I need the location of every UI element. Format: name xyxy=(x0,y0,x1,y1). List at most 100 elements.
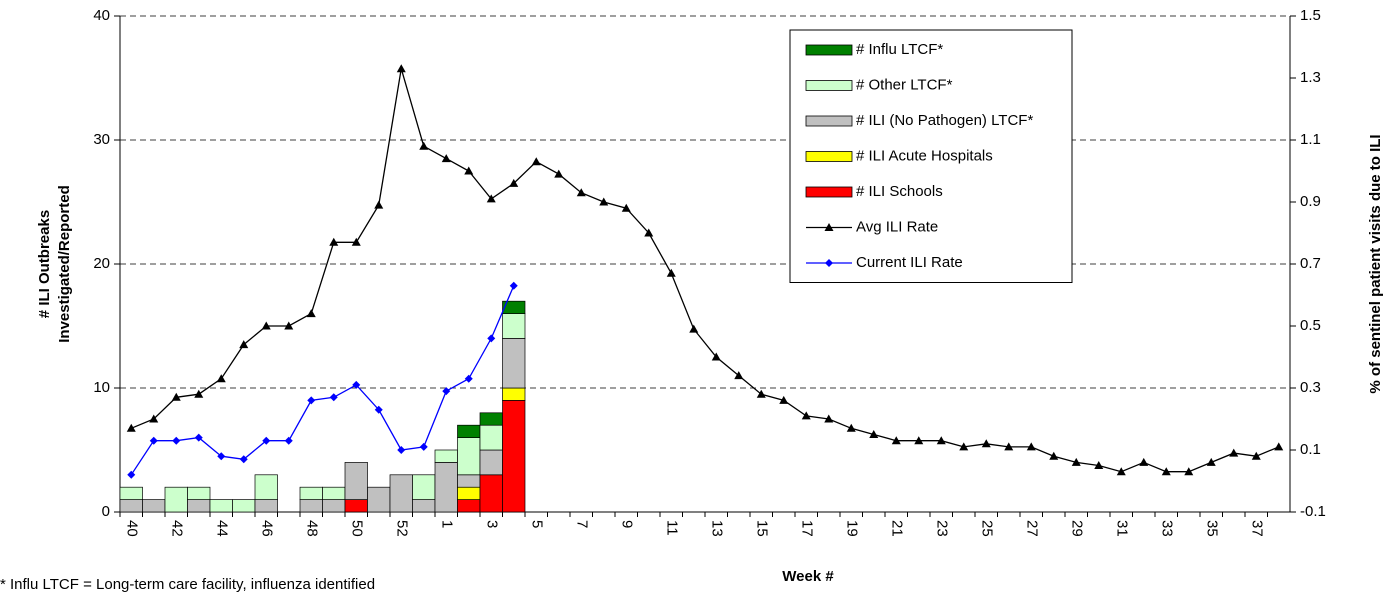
legend-label: # ILI (No Pathogen) LTCF* xyxy=(856,112,1033,129)
x-tick-label: 52 xyxy=(393,520,410,537)
line-marker xyxy=(374,200,384,209)
y2-tick-label: 1.5 xyxy=(1300,7,1321,24)
bar-segment xyxy=(434,462,458,513)
legend-swatch xyxy=(805,44,853,56)
bar-segment xyxy=(254,499,278,513)
y2-tick-label: 1.1 xyxy=(1300,131,1321,148)
bar-segment xyxy=(412,474,436,500)
y-tick-label: 40 xyxy=(93,7,110,24)
x-tick-label: 50 xyxy=(348,520,365,537)
y2-tick-label: 1.3 xyxy=(1300,69,1321,86)
line-marker xyxy=(329,237,339,246)
line-marker xyxy=(419,442,428,451)
line-marker xyxy=(464,166,474,175)
line-marker xyxy=(599,197,609,206)
line-marker xyxy=(711,352,721,361)
bar-segment xyxy=(479,412,503,426)
line-marker xyxy=(1184,467,1194,476)
line-marker xyxy=(216,374,226,383)
x-tick-label: 27 xyxy=(1023,520,1040,537)
line-marker xyxy=(172,436,181,445)
y2-tick-label: 0.5 xyxy=(1300,317,1321,334)
line-marker xyxy=(486,194,496,203)
bar-segment xyxy=(502,300,526,314)
bar-segment xyxy=(142,499,166,513)
line-marker xyxy=(1071,457,1081,466)
x-tick-label: 42 xyxy=(168,520,185,537)
x-axis-title: Week # xyxy=(782,568,834,585)
line-marker xyxy=(306,309,316,318)
bar-segment xyxy=(209,499,233,513)
x-tick-label: 29 xyxy=(1068,520,1085,537)
bar-segment xyxy=(367,486,391,513)
line-marker xyxy=(1161,467,1171,476)
line-marker xyxy=(194,389,204,398)
line-marker xyxy=(1004,442,1014,451)
line-marker xyxy=(464,374,473,383)
line-marker xyxy=(149,436,158,445)
bar-segment xyxy=(322,486,346,500)
line-marker xyxy=(891,436,901,445)
line-marker xyxy=(779,395,789,404)
line-marker xyxy=(1116,467,1126,476)
x-tick-label: 11 xyxy=(663,520,680,536)
line-marker xyxy=(801,411,811,420)
line-marker xyxy=(734,371,744,380)
line-marker xyxy=(239,455,248,464)
x-tick-label: 33 xyxy=(1158,520,1175,537)
bar-segment xyxy=(187,486,211,500)
line-marker xyxy=(981,439,991,448)
x-tick-label: 44 xyxy=(213,520,230,537)
x-tick-label: 15 xyxy=(753,520,770,537)
legend-label: Avg ILI Rate xyxy=(856,218,938,235)
x-tick-label: 21 xyxy=(888,520,905,537)
line-marker xyxy=(351,237,361,246)
x-tick-label: 23 xyxy=(933,520,950,537)
bar-segment xyxy=(254,474,278,500)
line-series xyxy=(130,285,515,476)
bar-segment xyxy=(457,499,481,513)
line-marker xyxy=(352,380,361,389)
line-marker xyxy=(217,452,226,461)
x-tick-label: 5 xyxy=(528,520,545,528)
line-marker xyxy=(554,169,564,178)
line-marker xyxy=(284,321,294,330)
x-tick-label: 48 xyxy=(303,520,320,537)
legend-swatch xyxy=(805,115,853,127)
line-marker xyxy=(1139,457,1149,466)
line-marker xyxy=(441,154,451,163)
line-marker xyxy=(914,436,924,445)
legend-label: # Other LTCF* xyxy=(856,76,953,93)
bar-segment xyxy=(479,424,503,451)
line-marker xyxy=(1274,442,1284,451)
line-marker xyxy=(149,414,159,423)
bar-segment xyxy=(502,387,526,401)
y2-axis-title: % of sentinel patient visits due to ILI xyxy=(1367,134,1384,393)
bar-segment xyxy=(457,437,481,476)
y-axis-title: Investigated/Reported xyxy=(56,185,73,343)
legend-marker xyxy=(825,259,833,267)
bar-segment xyxy=(434,449,458,463)
line-marker xyxy=(396,64,406,73)
line-marker xyxy=(846,423,856,432)
x-tick-label: 13 xyxy=(708,520,725,537)
bar-segment xyxy=(502,338,526,389)
x-tick-label: 40 xyxy=(123,520,140,537)
line-marker xyxy=(1229,448,1239,457)
line-marker xyxy=(374,405,383,414)
bar-segment xyxy=(412,499,436,513)
legend-label: Current ILI Rate xyxy=(856,254,963,271)
bar-segment xyxy=(457,474,481,488)
bar-segment xyxy=(457,486,481,500)
line-marker xyxy=(307,396,316,405)
line-marker xyxy=(509,281,518,290)
bar-segment xyxy=(187,499,211,513)
bar-segment xyxy=(119,486,143,500)
bar-segment xyxy=(344,462,368,500)
y-tick-label: 0 xyxy=(102,503,110,520)
line-marker xyxy=(869,430,879,438)
legend-label: # Influ LTCF* xyxy=(856,41,943,58)
line-marker xyxy=(689,324,699,333)
x-tick-label: 19 xyxy=(843,520,860,537)
